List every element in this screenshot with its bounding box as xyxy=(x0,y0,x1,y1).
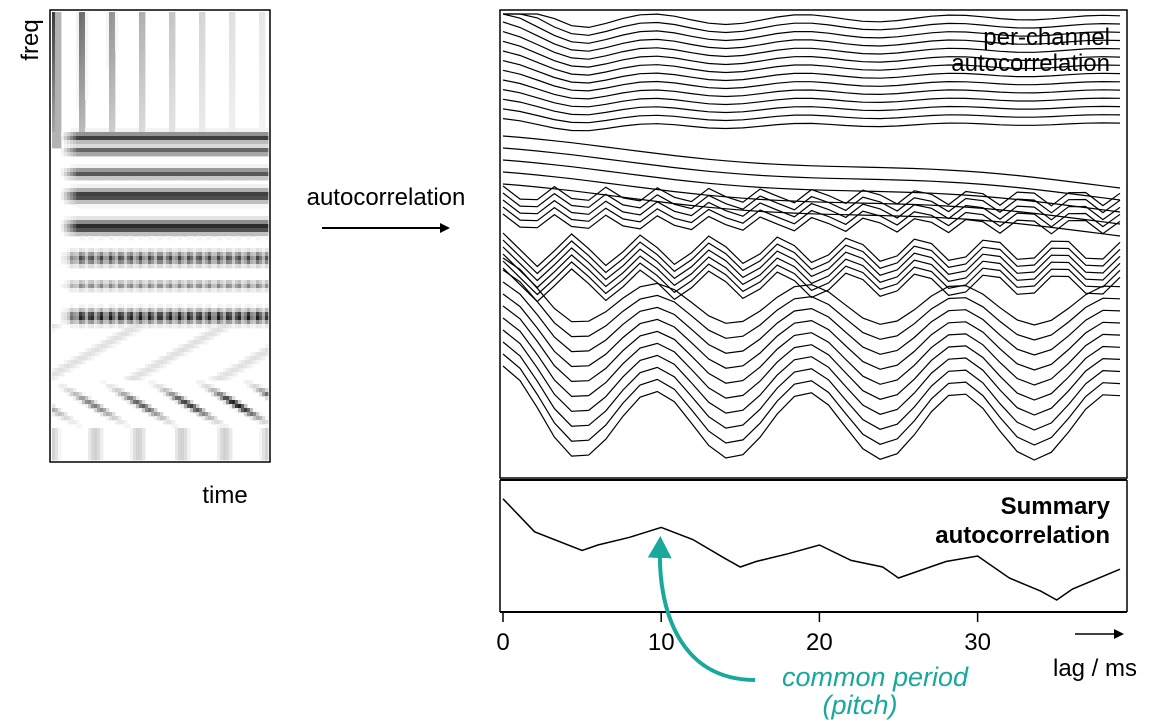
channel-trace xyxy=(502,329,1121,416)
lag-axis: 0 10 20 30 xyxy=(496,611,1127,656)
channel-trace xyxy=(502,192,1121,214)
channel-trace xyxy=(502,341,1121,431)
channel-trace xyxy=(502,50,1121,76)
channel-trace xyxy=(502,269,1121,341)
lag-tick-label-30: 30 xyxy=(964,629,991,656)
channel-trace xyxy=(502,353,1121,446)
channel-trace xyxy=(502,239,1121,275)
channel-trace xyxy=(503,13,1121,29)
channel-trace xyxy=(502,260,1121,296)
channel-trace xyxy=(502,253,1121,289)
channel-trace xyxy=(502,185,1121,207)
lag-axis-label: lag / ms xyxy=(1053,655,1137,682)
channel-trace xyxy=(502,79,1121,100)
summary-label-line1: Summary xyxy=(1001,493,1111,520)
channel-trace xyxy=(502,213,1121,235)
channel-trace xyxy=(502,257,1121,326)
channel-trace xyxy=(502,135,1121,189)
spectrogram-frame xyxy=(49,9,271,463)
channel-trace xyxy=(502,365,1121,461)
channel-trace xyxy=(502,31,1121,60)
channel-trace xyxy=(502,206,1121,228)
channel-trace xyxy=(503,13,1121,36)
channel-trace xyxy=(502,183,1121,237)
channel-trace xyxy=(502,108,1121,124)
per-channel-label-line1: per-channel xyxy=(983,24,1110,51)
per-channel-traces xyxy=(502,13,1121,461)
channel-trace xyxy=(502,89,1121,108)
pitch-label: (pitch) xyxy=(822,690,897,720)
summary-autocorrelation-line xyxy=(502,498,1121,601)
channel-trace xyxy=(502,305,1121,386)
lag-tick-label-10: 10 xyxy=(648,629,675,656)
channel-trace xyxy=(502,232,1121,268)
lag-tick-label-0: 0 xyxy=(496,629,509,656)
channel-trace xyxy=(502,281,1121,356)
channel-trace xyxy=(502,13,1121,44)
channel-trace xyxy=(502,60,1121,84)
channel-trace xyxy=(502,118,1121,132)
spectrogram-x-label: time xyxy=(202,482,247,509)
channel-trace xyxy=(502,21,1121,52)
channel-trace xyxy=(502,293,1121,371)
per-channel-label-line2: autocorrelation xyxy=(951,50,1110,77)
channel-trace xyxy=(502,246,1121,282)
spectrogram-image xyxy=(49,9,271,463)
per-channel-panel-frame xyxy=(499,9,1128,479)
channel-trace xyxy=(502,267,1121,303)
channel-trace xyxy=(502,69,1121,92)
channel-trace xyxy=(502,171,1121,225)
spectrogram-y-label: freq xyxy=(17,19,44,60)
common-period-arrow xyxy=(647,536,756,682)
lag-tick-label-20: 20 xyxy=(806,629,833,656)
common-period-label: common period xyxy=(782,662,969,692)
autocorrelation-arrow-label: autocorrelation xyxy=(307,184,466,211)
channel-trace xyxy=(502,40,1121,68)
channel-trace xyxy=(502,199,1121,221)
summary-label-line2: autocorrelation xyxy=(935,522,1110,549)
channel-trace xyxy=(502,98,1121,116)
channel-trace xyxy=(502,317,1121,401)
channel-trace xyxy=(502,147,1121,201)
